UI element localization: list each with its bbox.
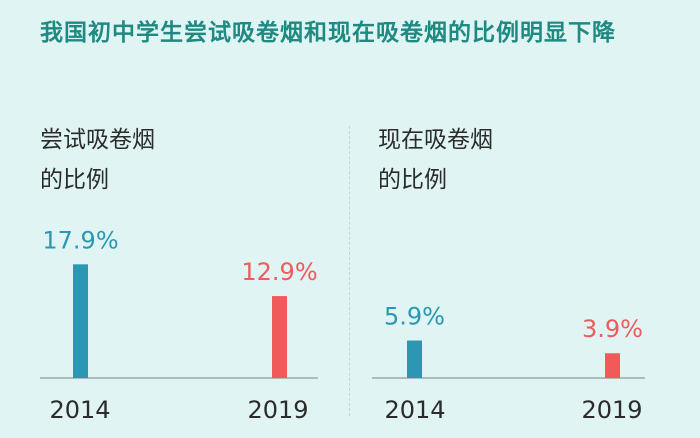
panel-divider [349,126,350,416]
value-label: 12.9% [241,258,317,286]
value-label: 5.9% [384,303,445,331]
panel-label-line-2: 的比例 [40,167,109,193]
panel-current-smoking: 现在吸卷烟 的比例 [350,120,700,438]
bar-2014 [73,264,88,378]
x-tick-label: 2014 [384,396,445,424]
chart-title: 我国初中学生尝试吸卷烟和现在吸卷烟的比例明显下降 [40,20,616,46]
bar-2019 [272,296,287,378]
panel-label: 尝试吸卷烟 的比例 [40,120,155,200]
panel-label: 现在吸卷烟 的比例 [378,120,493,200]
bar-2019 [605,353,620,378]
panel-label-line-1: 现在吸卷烟 [378,127,493,153]
panel-tried-smoking: 尝试吸卷烟 的比例 [0,120,350,438]
x-tick-label: 2019 [247,396,308,424]
value-label: 3.9% [582,315,643,343]
panel-label-line-2: 的比例 [378,167,447,193]
bar-2014 [407,340,422,378]
x-tick-label: 2019 [581,396,642,424]
panel-label-line-1: 尝试吸卷烟 [40,127,155,153]
x-tick-label: 2014 [49,396,110,424]
value-label: 17.9% [42,226,118,254]
